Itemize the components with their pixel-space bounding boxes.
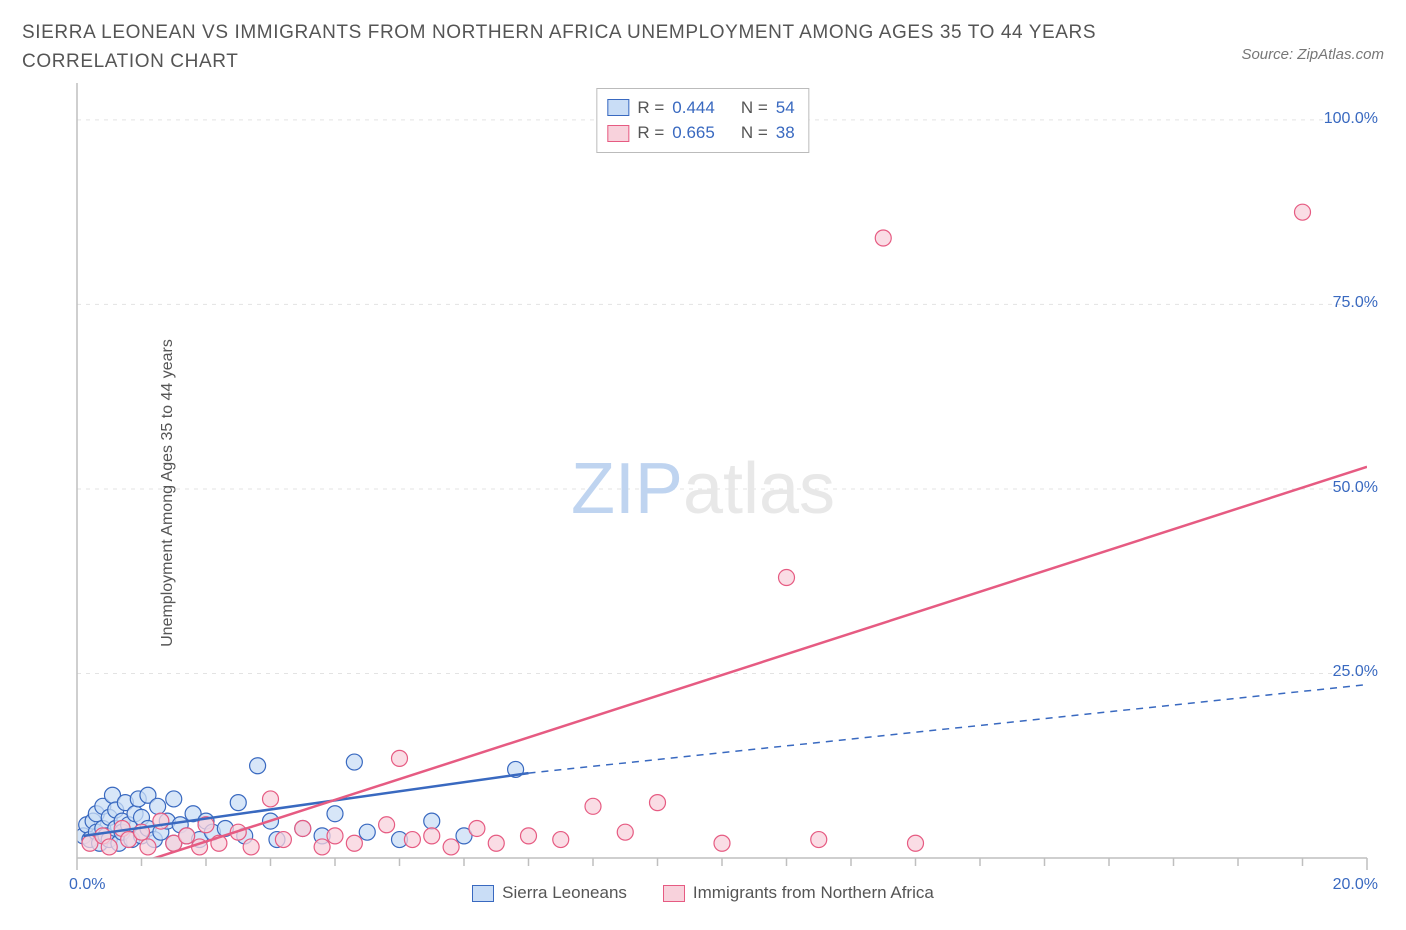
y-axis-title: Unemployment Among Ages 35 to 44 years <box>159 339 177 647</box>
chart-title: SIERRA LEONEAN VS IMMIGRANTS FROM NORTHE… <box>22 18 1122 77</box>
series-legend: Sierra Leoneans Immigrants from Northern … <box>22 883 1384 907</box>
stats-legend: R =0.444N =54R =0.665N =38 <box>596 88 809 153</box>
stats-legend-row: R =0.444N =54 <box>607 95 794 121</box>
chart-container: Unemployment Among Ages 35 to 44 years Z… <box>22 83 1384 903</box>
stats-legend-row: R =0.665N =38 <box>607 120 794 146</box>
series-legend-item: Sierra Leoneans <box>472 883 627 903</box>
source-credit: Source: ZipAtlas.com <box>1241 18 1384 63</box>
scatter-plot <box>22 83 1377 878</box>
y-tick-label: 75.0% <box>1333 294 1378 312</box>
series-legend-item: Immigrants from Northern Africa <box>663 883 934 903</box>
y-tick-label: 100.0% <box>1324 110 1378 128</box>
y-tick-label: 25.0% <box>1333 663 1378 681</box>
y-tick-label: 50.0% <box>1333 479 1378 497</box>
